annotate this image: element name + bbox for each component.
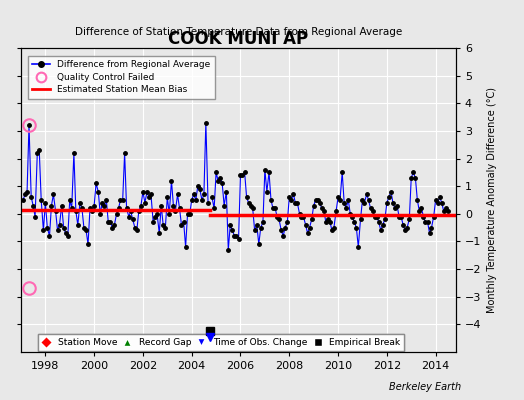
Text: Difference of Station Temperature Data from Regional Average: Difference of Station Temperature Data f… (75, 27, 402, 37)
Y-axis label: Monthly Temperature Anomaly Difference (°C): Monthly Temperature Anomaly Difference (… (487, 87, 497, 313)
Legend: Station Move, Record Gap, Time of Obs. Change, Empirical Break: Station Move, Record Gap, Time of Obs. C… (38, 334, 404, 350)
Title: COOK MUNI AP: COOK MUNI AP (168, 30, 309, 48)
Text: Berkeley Earth: Berkeley Earth (389, 382, 461, 392)
